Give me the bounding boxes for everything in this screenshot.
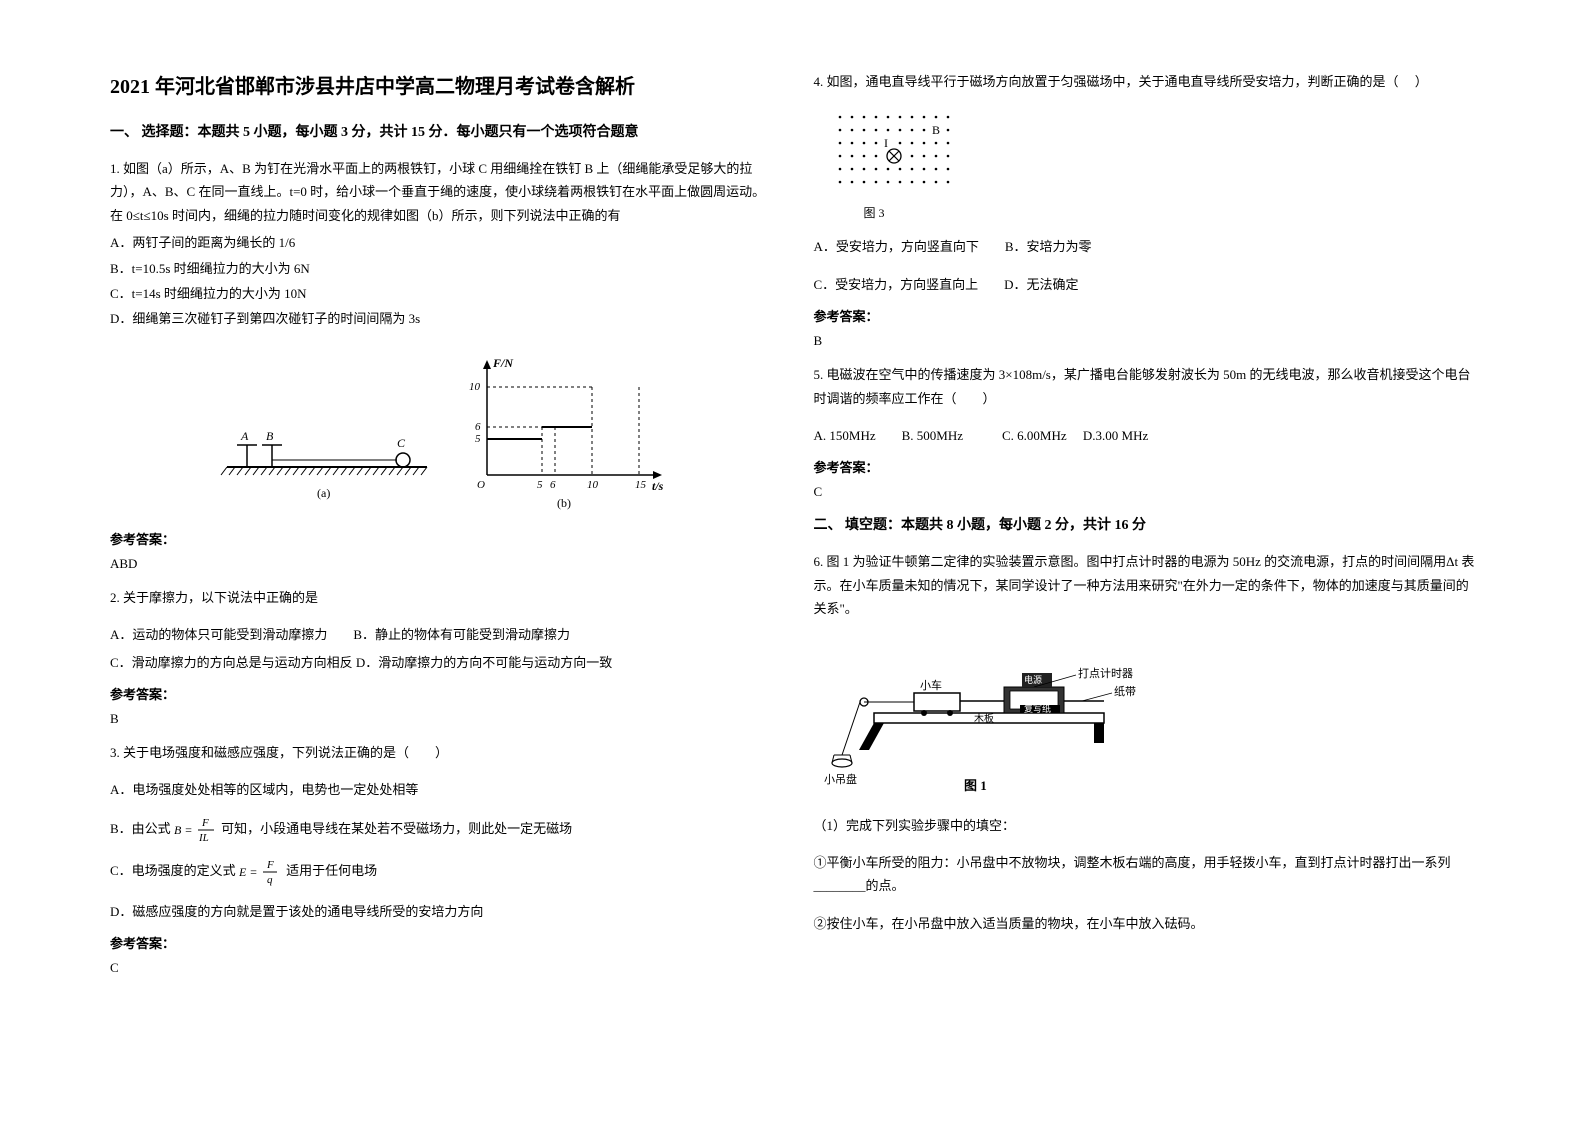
svg-text:B =: B = [174,823,192,837]
q1-stem: 1. 如图（a）所示，A、B 为钉在光滑水平面上的两根铁钉，小球 C 用细绳拴在… [110,157,774,227]
q3-optA: A．电场强度处处相等的区域内，电势也一定处处相等 [110,778,774,801]
q2-optAB: A．运动的物体只可能受到滑动摩擦力 B．静止的物体有可能受到滑动摩擦力 [110,623,774,646]
q1-x5: 5 [537,479,543,491]
q1-sublabel-b: (b) [557,496,571,510]
q1-optB: B．t=10.5s 时细绳拉力的大小为 6N [110,257,774,280]
q1-answer: ABD [110,556,774,572]
q6-fig-label: 图 1 [964,778,987,793]
q5-answer: C [814,484,1478,500]
svg-text:E =: E = [239,865,257,879]
q6-svg: 木板 小车 小吊盘 电源 [824,635,1144,795]
q1-yt5: 5 [475,433,481,445]
q4-I-label: I [884,136,888,150]
section2-header: 二、 填空题：本题共 8 小题，每小题 2 分，共计 16 分 [814,514,1478,534]
q1-label-C: C [397,436,406,450]
q6-step1: ①平衡小车所受的阻力：小吊盘中不放物块，调整木板右端的高度，用手轻拨小车，直到打… [814,851,1478,898]
q3-optC-post: 适用于任何电场 [286,863,377,878]
q6-timer-label: 打点计时器 [1078,666,1133,680]
q5-stem: 5. 电磁波在空气中的传播速度为 3×108m/s，某广播电台能够发射波长为 5… [814,363,1478,410]
svg-text:q: q [267,874,273,886]
q3-optB: B．由公式 B = F IL 可知，小段通电导线在某处若不受磁场力，则此处一定无… [110,816,774,844]
q1-x6: 6 [550,479,556,491]
q5-opts: A. 150MHz B. 500MHz C. 6.00MHz D.3.00 MH… [814,424,1478,447]
q1-yt10: 10 [469,381,481,393]
q4-answer-label: 参考答案： [814,306,1478,325]
q1-sublabel-a: (a) [317,486,330,500]
q1-optA: A．两钉子间的距离为绳长的 1/6 [110,231,774,254]
q1-x10: 10 [587,479,599,491]
q6-step2: ②按住小车，在小吊盘中放入适当质量的物块，在小车中放入砝码。 [814,912,1478,935]
q2-optCD: C．滑动摩擦力的方向总是与运动方向相反 D．滑动摩擦力的方向不可能与运动方向一致 [110,651,774,674]
q6-power-label: 电源 [1024,674,1042,685]
q6-paper-label: 复写纸 [1024,703,1051,714]
q1-xlabel: t/s [652,479,664,493]
q3-optB-pre: B．由公式 [110,821,171,836]
q3-stem: 3. 关于电场强度和磁感应强度，下列说法正确的是（ ） [110,741,774,764]
q6-tape-label: 纸带 [1114,685,1136,698]
q1-ylabel: F/N [492,356,514,370]
q1-optD: D．细绳第三次碰钉子到第四次碰钉子的时间间隔为 3s [110,307,774,330]
q3-optD: D．磁感应强度的方向就是置于该处的通电导线所受的安培力方向 [110,900,774,923]
q4-stem: 4. 如图，通电直导线平行于磁场方向放置于匀强磁场中，关于通电直导线所受安培力，… [814,70,1478,93]
q1-xO: O [477,479,485,491]
q1-options: A．两钉子间的距离为绳长的 1/6 B．t=10.5s 时细绳拉力的大小为 6N… [110,231,774,331]
q4-fig-label: 图 3 [864,204,1478,221]
q6-sub1: （1）完成下列实验步骤中的填空： [814,814,1478,837]
q3-answer-label: 参考答案： [110,933,774,952]
q3-optC: C．电场强度的定义式 E = F q 适用于任何电场 [110,858,774,886]
q3-answer: C [110,960,774,976]
q1-diagram: A B C [110,345,774,515]
q4-B-label: B [932,123,940,137]
q2-answer: B [110,711,774,727]
q3-optB-post: 可知，小段通电导线在某处若不受磁场力，则此处一定无磁场 [221,821,572,836]
svg-text:F: F [266,859,274,871]
q4-optCD: C．受安培力，方向竖直向上 D．无法确定 [814,273,1478,296]
q4-diagram: B I 图 3 [814,97,1478,221]
q6-pan-label: 小吊盘 [824,772,857,786]
svg-text:F: F [201,817,209,829]
q3-optC-pre: C．电场强度的定义式 [110,863,239,878]
q1-label-B: B [266,429,274,443]
q2-answer-label: 参考答案： [110,684,774,703]
right-column: 4. 如图，通电直导线平行于磁场方向放置于匀强磁场中，关于通电直导线所受安培力，… [794,70,1498,1082]
q6-car-label: 小车 [920,678,942,692]
q2-stem: 2. 关于摩擦力，以下说法中正确的是 [110,586,774,609]
q6-board-label: 木板 [974,712,994,725]
page-title: 2021 年河北省邯郸市涉县井店中学高二物理月考试卷含解析 [110,70,774,99]
q1-x15: 15 [635,479,647,491]
q1-svg: A B C [207,345,677,515]
svg-text:IL: IL [198,832,209,844]
q1-optC: C．t=14s 时细绳拉力的大小为 10N [110,282,774,305]
q6-stem: 6. 图 1 为验证牛顿第二定律的实验装置示意图。图中打点计时器的电源为 50H… [814,550,1478,620]
q6-diagram: 木板 小车 小吊盘 电源 [824,635,1478,800]
left-column: 2021 年河北省邯郸市涉县井店中学高二物理月考试卷含解析 一、 选择题：本题共… [90,70,794,1082]
q4-answer: B [814,333,1478,349]
q4-optAB: A．受安培力，方向竖直向下 B．安培力为零 [814,235,1478,258]
q1-yt6: 6 [475,421,481,433]
section1-header: 一、 选择题：本题共 5 小题，每小题 3 分，共计 15 分．每小题只有一个选… [110,121,774,141]
q4-svg: B I [830,107,970,197]
q3-formulaE-svg: E = F q [239,858,283,886]
q3-formulaB-svg: B = F IL [174,816,218,844]
q1-answer-label: 参考答案： [110,529,774,548]
q1-label-A: A [240,429,249,443]
q5-answer-label: 参考答案： [814,457,1478,476]
